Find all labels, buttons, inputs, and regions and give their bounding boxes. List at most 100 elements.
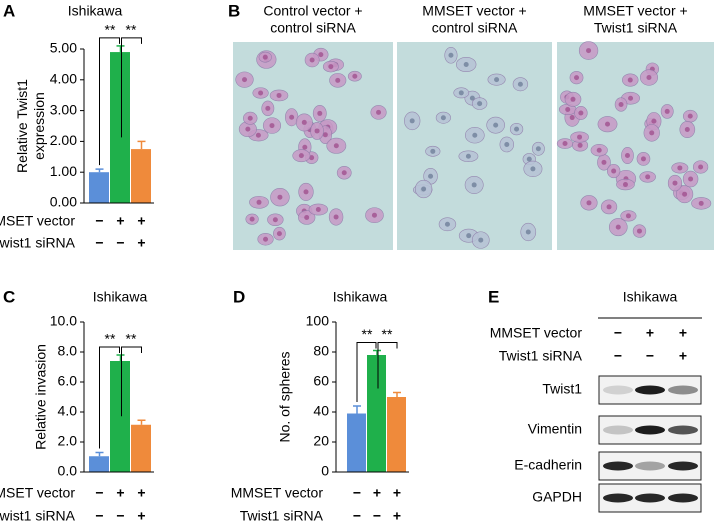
condition-sign: − [95,508,103,524]
nucleus [611,168,617,174]
bar [110,361,130,472]
y-tick-label: 5.00 [50,40,77,56]
nucleus [605,121,611,127]
significance-bracket [356,342,377,402]
nucleus [341,170,347,176]
significance-label: ** [126,331,137,347]
nucleus [504,141,510,147]
nucleus [465,153,471,159]
band-label: E-cadherin [514,457,582,473]
band [668,461,698,471]
micrograph [397,42,552,250]
nucleus [649,130,655,136]
image-caption: Control vector + [263,3,362,19]
nucleus [409,118,415,124]
band-label: GAPDH [532,489,582,505]
nucleus [574,75,580,81]
y-tick-label: 2.00 [50,132,77,148]
nucleus [315,207,321,213]
nucleus [376,109,382,115]
y-tick-label: 4.00 [50,71,77,87]
panel-label: E [488,287,499,306]
nucleus [255,132,261,138]
nucleus [314,128,320,134]
nucleus [530,166,536,172]
condition-sign: + [393,485,401,501]
y-tick-label: 0.0 [58,463,78,479]
nucleus [672,180,678,186]
image-caption: Twist1 siRNA [594,20,678,36]
condition-sign: − [95,485,103,501]
nucleus [322,132,328,138]
significance-label: ** [105,22,116,38]
condition-sign: − [95,213,103,229]
nucleus [640,156,646,162]
nucleus [677,165,683,171]
nucleus [636,228,642,234]
condition-label: MMSET vector [490,325,583,341]
nucleus [458,90,464,96]
nucleus [596,147,602,153]
panel-label: A [3,1,15,20]
nucleus [646,75,652,81]
nucleus [335,77,341,83]
condition-label: Twist1 siRNA [0,508,76,524]
nucleus [289,114,295,120]
nucleus [277,194,283,200]
nucleus [262,54,268,60]
band-label: Twist1 [542,381,582,397]
chart-title: Ishikawa [93,289,148,305]
panel-label: B [228,1,240,20]
nucleus [263,236,269,242]
significance-bracket [99,37,120,166]
nucleus [627,77,633,83]
band [635,425,665,435]
condition-sign: + [137,508,145,524]
nucleus [242,77,248,83]
condition-sign: − [614,348,622,364]
nucleus [601,159,607,165]
y-tick-label: 0 [321,463,329,479]
significance-bracket [377,342,398,389]
nucleus [494,77,500,83]
nucleus [318,52,324,58]
nucleus [466,233,472,239]
condition-sign: + [679,348,687,364]
y-axis-label: Relative invasion [33,344,49,450]
nucleus [569,115,575,121]
condition-label: MMSET vector [231,485,324,501]
condition-sign: − [373,508,381,524]
band [603,385,633,395]
nucleus [570,96,576,102]
y-tick-label: 4.0 [58,403,78,419]
image-caption: control siRNA [270,20,356,36]
nucleus [526,156,532,162]
band [635,461,665,471]
band [668,493,698,503]
condition-sign: + [373,485,381,501]
nucleus [493,122,499,128]
nucleus [256,199,262,205]
condition-label: Twist1 siRNA [499,348,583,364]
nucleus [628,95,634,101]
nucleus [298,153,304,159]
significance-label: ** [105,331,116,347]
y-tick-label: 60 [313,373,329,389]
bar [110,52,130,203]
nucleus [565,106,571,112]
nucleus [309,57,315,63]
bar [367,355,386,472]
image-caption: MMSET vector + [583,3,687,19]
condition-label: MMSET vector [0,485,75,501]
bar [89,456,109,472]
y-tick-label: 1.00 [50,163,77,179]
significance-label: ** [126,22,137,38]
nucleus [698,164,704,170]
condition-sign: − [353,508,361,524]
nucleus [624,153,630,159]
bar [131,424,151,472]
nucleus [440,115,446,121]
bar [89,172,109,203]
band [603,461,633,471]
nucleus [471,182,477,188]
